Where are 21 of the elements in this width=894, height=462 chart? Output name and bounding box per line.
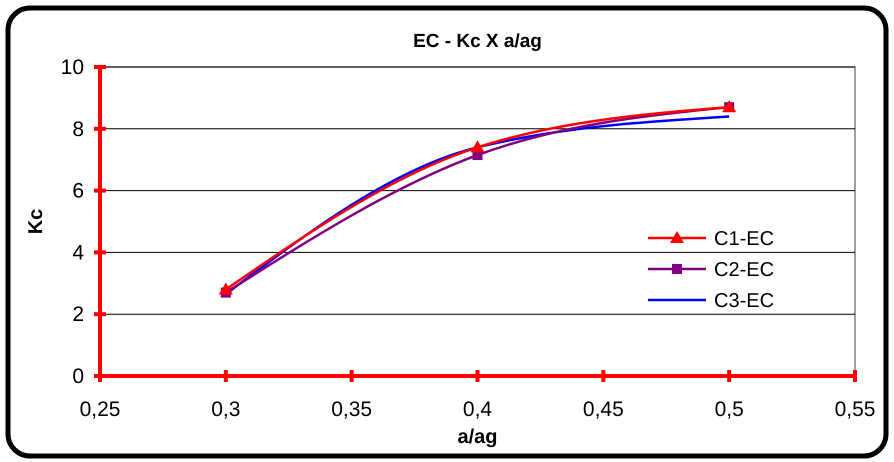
y-tick-label: 0: [72, 365, 84, 388]
x-tick-label: 0,4: [462, 398, 492, 421]
point: [218, 282, 233, 294]
x-tick-label: 0,3: [211, 398, 240, 421]
y-tick-label: 10: [60, 56, 84, 79]
legend-label: C3-EC: [714, 290, 774, 312]
y-tick-label: 6: [72, 180, 84, 203]
x-tick-label: 0,45: [582, 398, 624, 421]
x-tick-label: 0,55: [834, 398, 876, 421]
y-tick-label: 4: [72, 241, 84, 264]
y-tick-label: 8: [72, 118, 84, 141]
point: [470, 140, 484, 152]
legend-label: C2-EC: [714, 259, 774, 281]
chart-title: EC - Kc X a/ag: [413, 31, 542, 52]
legend-label: C1-EC: [714, 228, 774, 250]
x-tick-label: 0,25: [80, 398, 120, 421]
y-axis-title: Kc: [25, 208, 47, 234]
x-tick-label: 0,35: [331, 398, 372, 421]
x-tick-label: 0,5: [714, 398, 744, 421]
x-axis-title: a/ag: [457, 426, 498, 448]
y-tick-label: 2: [72, 303, 84, 326]
